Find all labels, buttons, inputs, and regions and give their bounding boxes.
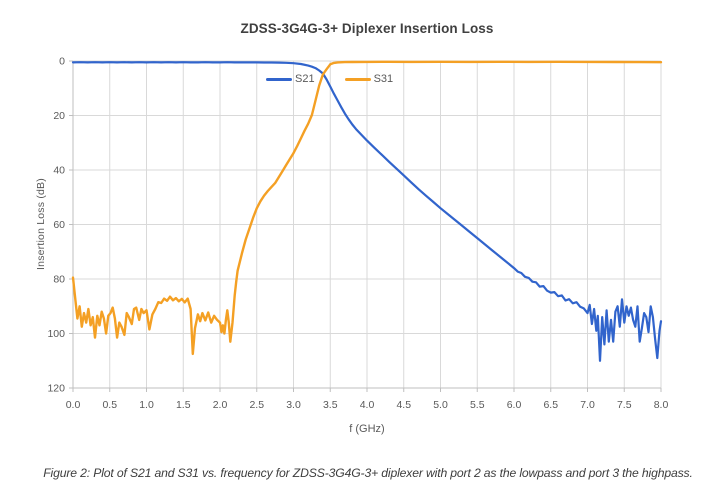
- x-tick-label: 5.5: [470, 399, 485, 411]
- x-tick-label: 7.0: [580, 399, 595, 411]
- x-tick-label: 8.0: [654, 399, 669, 411]
- x-tick-label: 1.5: [176, 399, 191, 411]
- x-tick-label: 5.0: [433, 399, 448, 411]
- s31-curve: [71, 60, 663, 356]
- y-tick-label: 20: [53, 110, 65, 122]
- legend-label-s31: S31: [373, 73, 394, 85]
- x-tick-label: 0.5: [102, 399, 117, 411]
- insertion-loss-chart: ZDSS-3G4G-3+ Diplexer Insertion Loss 0.0…: [35, 21, 669, 435]
- x-tick-label: 3.0: [286, 399, 301, 411]
- legend-item-s21: S21: [266, 73, 315, 85]
- figure-caption: Figure 2: Plot of S21 and S31 vs. freque…: [43, 466, 693, 480]
- plot-area: 0.0 0.5 1.0 1.5 2.0 2.5 3.0 3.5 4.0 4.5 5.0 5.5 6.0 6…: [47, 56, 669, 412]
- legend-label-s21: S21: [295, 73, 315, 85]
- legend: S21 S31: [266, 72, 393, 86]
- y-tick-label: 80: [53, 274, 65, 286]
- x-tick-label: 6.0: [507, 399, 522, 411]
- x-tick-label: 0.0: [66, 399, 81, 411]
- x-tick-label: 1.0: [139, 399, 154, 411]
- x-axis-title: f (GHz): [349, 423, 385, 435]
- x-tick-label: 7.5: [617, 399, 632, 411]
- legend-item-s31: S31: [344, 73, 394, 85]
- x-tick-label: 3.5: [323, 399, 338, 411]
- y-tick-label: 0: [59, 56, 65, 68]
- y-tick-label: 40: [53, 165, 65, 177]
- s21-curve: [71, 61, 663, 362]
- x-tick-label: 2.0: [213, 399, 228, 411]
- chart-title: ZDSS-3G4G-3+ Diplexer Insertion Loss: [240, 21, 494, 36]
- y-tick-label: 120: [47, 383, 65, 395]
- y-axis-title: Insertion Loss (dB): [35, 178, 47, 270]
- y-tick-label: 100: [47, 328, 65, 340]
- x-tick-label: 4.0: [360, 399, 375, 411]
- x-tick-label: 2.5: [249, 399, 264, 411]
- y-tick-label: 60: [53, 219, 65, 231]
- x-tick-label: 6.5: [543, 399, 558, 411]
- s31-line-swatch: [344, 77, 371, 81]
- s21-line-swatch: [266, 77, 292, 81]
- x-tick-label: 4.5: [396, 399, 411, 411]
